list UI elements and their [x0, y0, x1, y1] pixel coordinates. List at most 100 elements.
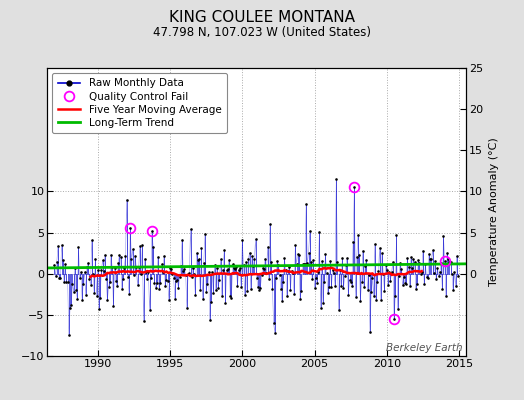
Point	[450, 269, 458, 276]
Point	[144, 269, 152, 275]
Point	[445, 259, 454, 266]
Point	[256, 285, 265, 292]
Point	[407, 254, 415, 261]
Point	[215, 276, 224, 283]
Point	[278, 298, 286, 304]
Point	[437, 260, 445, 266]
Point	[80, 268, 89, 275]
Point	[74, 244, 83, 250]
Point	[196, 287, 204, 293]
Point	[136, 243, 144, 249]
Point	[219, 266, 227, 273]
Point	[401, 280, 409, 286]
Point	[409, 256, 418, 262]
Point	[116, 254, 125, 260]
Point	[301, 261, 309, 268]
Point	[353, 254, 361, 260]
Point	[441, 258, 449, 264]
Point	[439, 233, 447, 239]
Text: Berkeley Earth: Berkeley Earth	[386, 343, 462, 353]
Point	[137, 271, 145, 278]
Point	[85, 276, 93, 282]
Point	[443, 250, 451, 256]
Point	[89, 271, 97, 277]
Point	[322, 269, 331, 276]
Point	[312, 275, 320, 281]
Point	[413, 281, 421, 287]
Point	[228, 261, 237, 268]
Point	[212, 287, 220, 294]
Point	[365, 272, 373, 278]
Point	[112, 278, 120, 284]
Point	[304, 250, 313, 256]
Point	[77, 269, 85, 276]
Point	[174, 285, 183, 292]
Point	[58, 242, 66, 248]
Point	[367, 289, 375, 296]
Point	[203, 281, 212, 287]
Point	[197, 245, 205, 252]
Point	[303, 260, 312, 266]
Point	[79, 280, 88, 287]
Point	[148, 228, 156, 234]
Point	[374, 268, 383, 274]
Point	[75, 275, 84, 281]
Point	[221, 300, 230, 306]
Point	[179, 267, 188, 274]
Point	[379, 270, 387, 277]
Point	[324, 290, 332, 296]
Point	[56, 275, 64, 281]
Point	[54, 243, 62, 249]
Point	[118, 286, 126, 292]
Point	[232, 264, 241, 271]
Point	[193, 257, 202, 263]
Point	[334, 307, 343, 314]
Point	[123, 196, 131, 203]
Point	[297, 288, 305, 294]
Point	[330, 270, 338, 276]
Legend: Raw Monthly Data, Quality Control Fail, Five Year Moving Average, Long-Term Tren: Raw Monthly Data, Quality Control Fail, …	[52, 73, 227, 133]
Point	[113, 283, 121, 289]
Point	[289, 270, 297, 276]
Point	[178, 236, 186, 243]
Point	[172, 278, 180, 284]
Point	[162, 276, 171, 283]
Point	[415, 260, 423, 266]
Point	[346, 279, 355, 286]
Point	[381, 262, 390, 268]
Point	[292, 260, 301, 267]
Point	[277, 286, 285, 292]
Point	[444, 256, 453, 262]
Point	[217, 293, 226, 299]
Point	[352, 293, 360, 300]
Point	[102, 276, 111, 282]
Point	[91, 256, 100, 262]
Point	[298, 261, 307, 268]
Point	[281, 267, 290, 273]
Point	[342, 261, 350, 268]
Point	[86, 282, 95, 288]
Point	[284, 267, 292, 274]
Point	[183, 305, 191, 312]
Point	[326, 258, 334, 265]
Point	[406, 283, 414, 290]
Point	[227, 294, 236, 301]
Point	[453, 253, 461, 259]
Point	[451, 283, 460, 289]
Point	[173, 277, 181, 283]
Point	[238, 237, 246, 243]
Point	[133, 282, 141, 288]
Point	[355, 252, 363, 258]
Point	[296, 296, 304, 302]
Point	[345, 276, 354, 283]
Point	[243, 288, 252, 294]
Point	[373, 278, 381, 285]
Point	[418, 268, 426, 275]
Point	[225, 256, 233, 263]
Point	[430, 270, 438, 276]
Point	[180, 266, 189, 272]
Point	[254, 284, 262, 290]
Point	[241, 292, 249, 298]
Point	[385, 269, 394, 276]
Point	[223, 267, 231, 274]
